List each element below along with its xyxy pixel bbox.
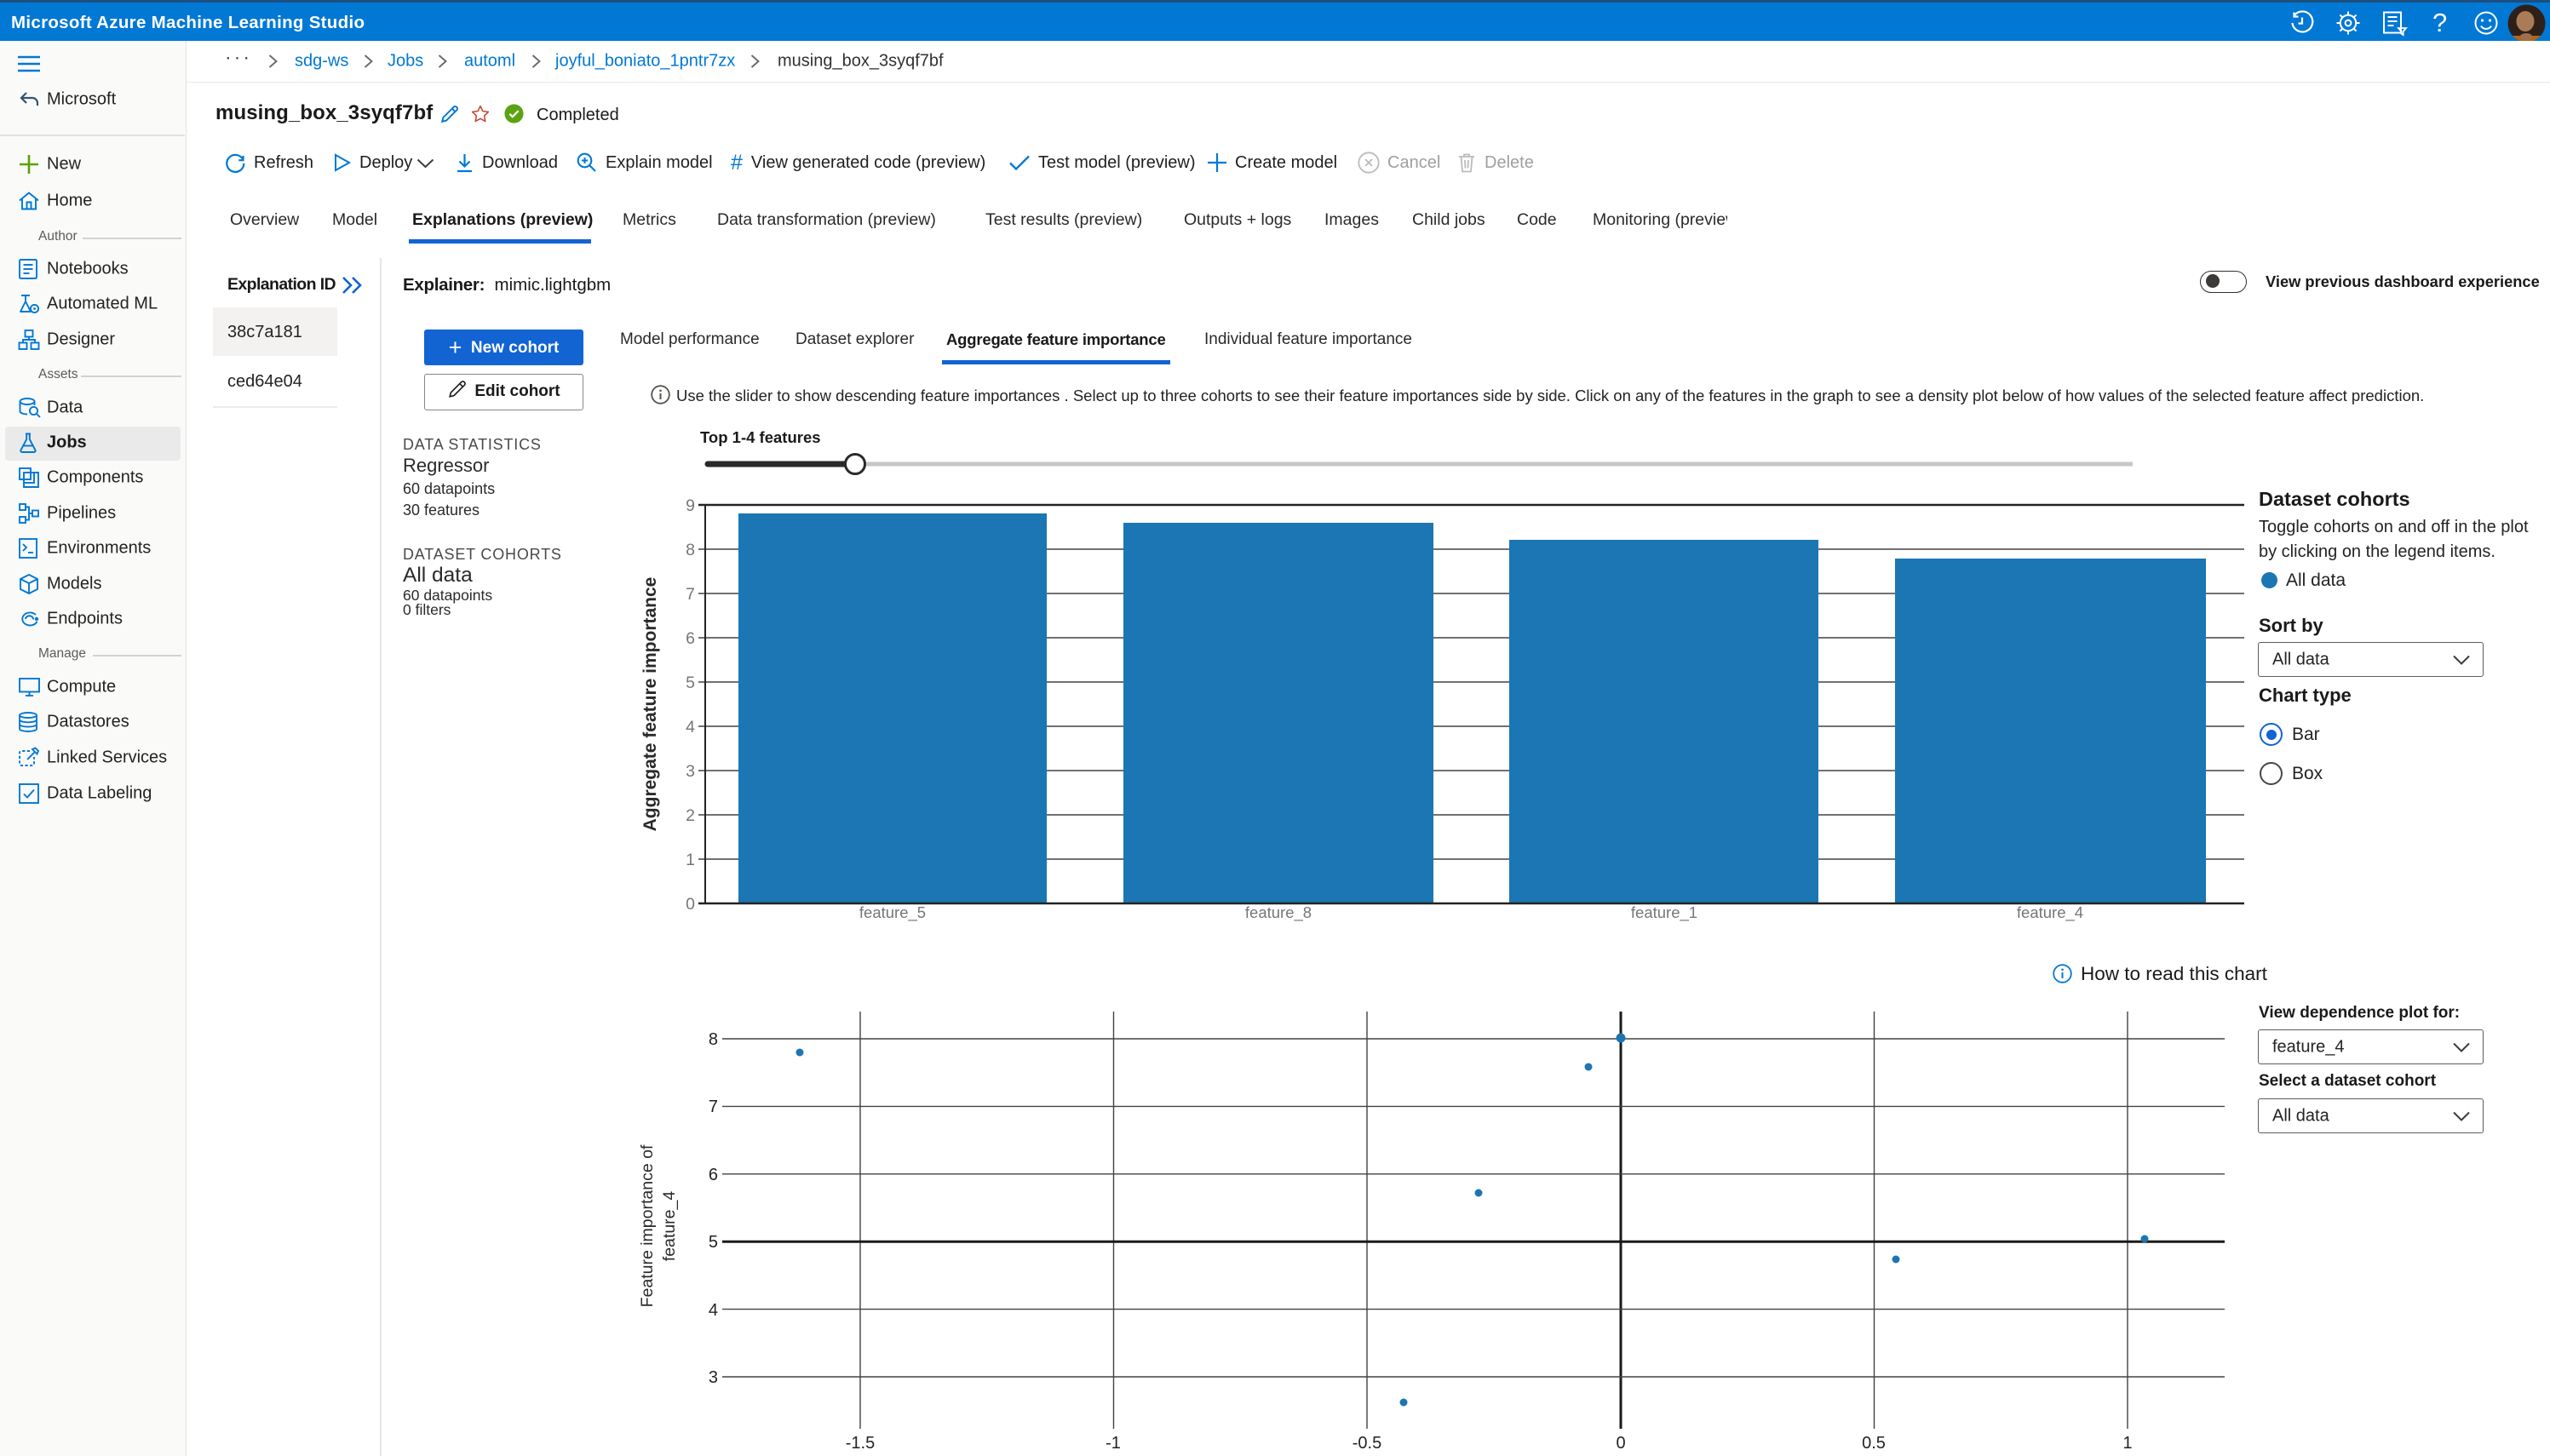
svg-text:Aggregate feature importance: Aggregate feature importance xyxy=(640,577,660,832)
svg-text:-1.5: -1.5 xyxy=(846,1434,875,1453)
svg-text:0: 0 xyxy=(686,895,695,914)
svg-text:9: 9 xyxy=(686,496,695,515)
svg-text:feature_8: feature_8 xyxy=(1245,903,1312,922)
svg-text:8: 8 xyxy=(709,1030,718,1049)
svg-text:Feature importance of: Feature importance of xyxy=(638,1144,657,1307)
svg-text:7: 7 xyxy=(709,1098,718,1116)
svg-text:1: 1 xyxy=(686,851,695,869)
svg-text:2: 2 xyxy=(686,806,695,825)
svg-text:8: 8 xyxy=(686,541,695,559)
svg-text:0: 0 xyxy=(1616,1434,1625,1453)
svg-text:1: 1 xyxy=(2122,1434,2132,1453)
svg-text:7: 7 xyxy=(686,585,695,604)
svg-text:feature_5: feature_5 xyxy=(859,903,926,922)
svg-text:-0.5: -0.5 xyxy=(1353,1434,1381,1453)
svg-text:5: 5 xyxy=(686,674,695,692)
svg-text:feature_4: feature_4 xyxy=(660,1191,679,1262)
svg-text:6: 6 xyxy=(709,1166,718,1184)
svg-text:0.5: 0.5 xyxy=(1862,1434,1886,1453)
svg-text:6: 6 xyxy=(686,629,695,648)
svg-text:4: 4 xyxy=(686,718,695,737)
svg-text:feature_1: feature_1 xyxy=(1631,903,1697,922)
svg-text:-1: -1 xyxy=(1106,1434,1121,1453)
svg-text:4: 4 xyxy=(709,1301,718,1320)
svg-text:feature_4: feature_4 xyxy=(2017,903,2083,922)
svg-text:3: 3 xyxy=(686,762,695,781)
svg-text:3: 3 xyxy=(709,1368,718,1387)
svg-text:5: 5 xyxy=(709,1233,718,1252)
